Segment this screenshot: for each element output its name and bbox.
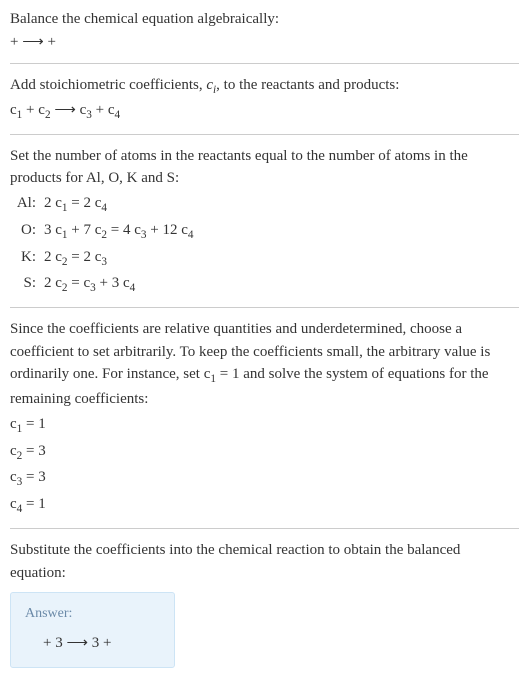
atom-eq: 2 c2 = 2 c3 xyxy=(44,246,519,271)
c: c xyxy=(10,469,17,485)
stoich-section: Add stoichiometric coefficients, ci, to … xyxy=(10,74,519,124)
atom-row-s: S: 2 c2 = c3 + 3 c4 xyxy=(10,272,519,297)
atom-row-o: O: 3 c1 + 7 c2 = 4 c3 + 12 c4 xyxy=(10,219,519,244)
atom-row-k: K: 2 c2 = 2 c3 xyxy=(10,246,519,271)
t: = 2 c xyxy=(68,249,102,265)
s: 4 xyxy=(130,282,136,294)
stoich-ci: ci xyxy=(206,77,216,93)
c4-sub: 4 xyxy=(115,109,121,121)
c2: c xyxy=(38,102,45,118)
answer-title: Answer: xyxy=(25,603,160,624)
answer-eq: + 3 ⟶ 3 + xyxy=(25,632,160,655)
divider xyxy=(10,134,519,135)
t: = 2 c xyxy=(68,195,102,211)
atom-row-al: Al: 2 c1 = 2 c4 xyxy=(10,192,519,217)
arrow: ⟶ xyxy=(51,102,80,118)
stoich-text-a: Add stoichiometric coefficients, xyxy=(10,77,206,93)
atom-label: S: xyxy=(10,272,36,297)
divider xyxy=(10,528,519,529)
v: = 3 xyxy=(22,469,45,485)
atom-label: O: xyxy=(10,219,36,244)
coef-line: c1 = 1 xyxy=(10,413,519,438)
substitute-section: Substitute the coefficients into the che… xyxy=(10,539,519,584)
t: + 3 c xyxy=(96,275,130,291)
intro-eq: + ⟶ + xyxy=(10,31,519,54)
t: + 7 c xyxy=(68,222,102,238)
atoms-section: Set the number of atoms in the reactants… xyxy=(10,145,519,298)
c1: c xyxy=(10,102,17,118)
c: c xyxy=(10,416,17,432)
t: 2 c xyxy=(44,275,62,291)
substitute-text: Substitute the coefficients into the che… xyxy=(10,539,519,584)
coef-line: c2 = 3 xyxy=(10,440,519,465)
choose-text: Since the coefficients are relative quan… xyxy=(10,318,519,410)
v: = 1 xyxy=(22,496,45,512)
plus2: + xyxy=(92,102,108,118)
atom-label: Al: xyxy=(10,192,36,217)
s: 4 xyxy=(101,202,107,214)
t: 2 c xyxy=(44,195,62,211)
t: = 4 c xyxy=(107,222,141,238)
stoich-text: Add stoichiometric coefficients, ci, to … xyxy=(10,74,519,99)
v: = 3 xyxy=(22,443,45,459)
intro-line1: Balance the chemical equation algebraica… xyxy=(10,8,519,31)
divider xyxy=(10,307,519,308)
t: 3 c xyxy=(44,222,62,238)
stoich-eq: c1 + c2 ⟶ c3 + c4 xyxy=(10,99,519,124)
t: + 12 c xyxy=(147,222,188,238)
c: c xyxy=(10,496,17,512)
plus: + xyxy=(22,102,38,118)
atom-eq: 2 c2 = c3 + 3 c4 xyxy=(44,272,519,297)
t: 2 c xyxy=(44,249,62,265)
c4: c xyxy=(108,102,115,118)
t: = c xyxy=(68,275,91,291)
c: c xyxy=(10,443,17,459)
choose-section: Since the coefficients are relative quan… xyxy=(10,318,519,518)
atoms-intro: Set the number of atoms in the reactants… xyxy=(10,145,519,190)
s: 3 xyxy=(101,256,107,268)
atom-label: K: xyxy=(10,246,36,271)
ci-c: c xyxy=(206,77,213,93)
coef-line: c3 = 3 xyxy=(10,466,519,491)
divider xyxy=(10,63,519,64)
s: 4 xyxy=(188,229,194,241)
coef-line: c4 = 1 xyxy=(10,493,519,518)
v: = 1 xyxy=(22,416,45,432)
answer-box: Answer: + 3 ⟶ 3 + xyxy=(10,592,175,668)
atom-eq: 3 c1 + 7 c2 = 4 c3 + 12 c4 xyxy=(44,219,519,244)
atom-eq: 2 c1 = 2 c4 xyxy=(44,192,519,217)
stoich-text-b: , to the reactants and products: xyxy=(216,77,399,93)
intro-section: Balance the chemical equation algebraica… xyxy=(10,8,519,53)
